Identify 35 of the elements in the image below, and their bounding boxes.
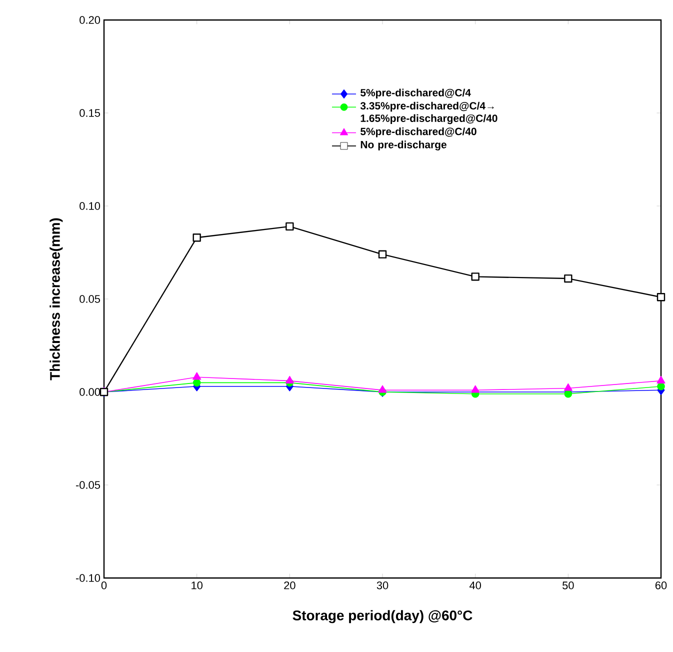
legend-label: 5%pre-dischared@C/40 — [360, 127, 476, 138]
y-tick-label: -0.05 — [76, 481, 100, 489]
y-tick-label: 0.05 — [80, 295, 100, 303]
point — [192, 372, 202, 380]
x-tick-label: 40 — [469, 582, 481, 590]
y-tick-label: 0.00 — [80, 388, 100, 396]
x-tick-label: 10 — [192, 582, 202, 590]
point — [656, 376, 666, 384]
point — [378, 250, 387, 258]
point — [192, 378, 201, 387]
point — [564, 274, 572, 283]
y-tick-label: 0.15 — [80, 109, 100, 117]
y-tick-label: 0.10 — [80, 202, 100, 210]
point — [192, 234, 201, 242]
x-tick-label: 20 — [284, 582, 296, 590]
legend-label: No pre-discharge — [360, 140, 446, 150]
point — [564, 390, 572, 398]
legend-label: 3.35%pre-dischared@C/4→ 1.65%pre-discharged@C/40 — [360, 102, 498, 124]
point — [564, 383, 572, 391]
point — [286, 222, 294, 231]
point — [285, 376, 294, 384]
x-tick-label: 30 — [376, 582, 388, 590]
point — [378, 385, 387, 393]
point — [471, 385, 480, 393]
x-tick-label: 50 — [562, 582, 574, 590]
point — [471, 272, 480, 281]
y-tick-label: 0.20 — [80, 16, 100, 24]
point — [657, 382, 665, 390]
point — [656, 293, 666, 302]
y-axis-title: Thickness increase(mm) — [50, 218, 63, 380]
x-axis-title: Storage period(day) @60°C — [292, 610, 472, 624]
x-tick-label: 0 — [101, 582, 107, 590]
legend-label: 5%pre-dischared@C/4 — [360, 88, 471, 98]
x-tick-label: 60 — [655, 582, 667, 590]
y-tick-label: -0.10 — [76, 574, 100, 582]
